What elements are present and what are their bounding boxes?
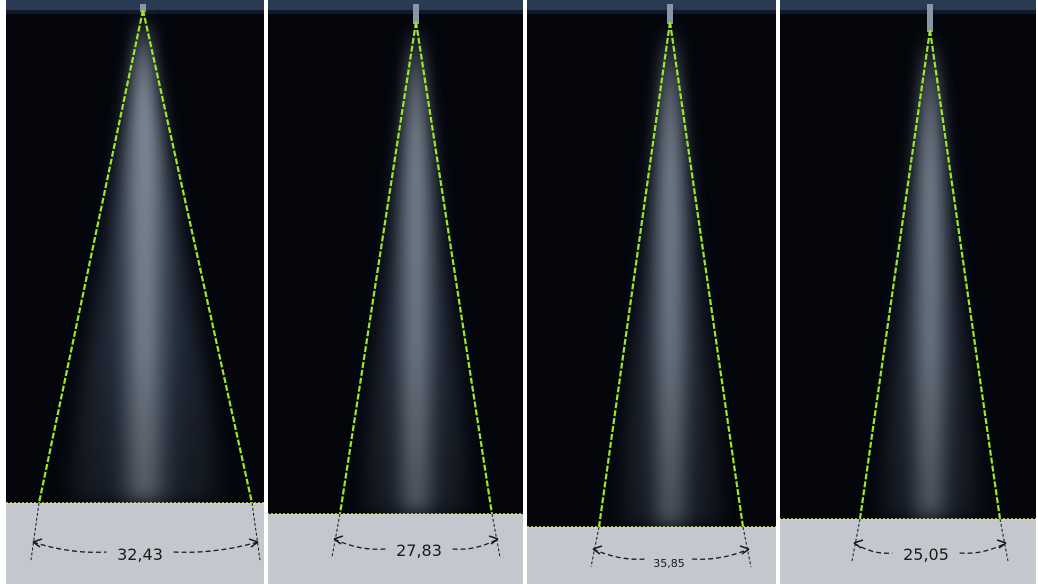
dimension-arc-right [173,541,259,553]
dimension-extension-right [999,518,1009,562]
spray-panel-c: 35,85 [527,0,776,584]
arrowhead-right [739,545,750,555]
nozzle-mount-strip [6,0,264,10]
dimension-arc-right [692,548,750,560]
dimension-arc-left [32,541,107,553]
dimension-extension-right [251,502,261,561]
dimension-arc-left [592,548,646,560]
cone-line-left [597,21,672,528]
cone-line-left [37,9,145,504]
nozzle-tip [667,4,673,24]
cone-line-right [141,9,254,504]
dimension-extension-left [30,502,40,561]
dimension-extension-left [331,513,341,558]
arrowhead-left [592,545,603,555]
spray-panel-d: 25,05 [779,0,1036,584]
nozzle-mount-strip [779,0,1036,10]
floor-plate [267,514,523,584]
cone-line-right [668,21,745,528]
nozzle-mount-strip [527,0,776,10]
dimension-arc-left [333,538,386,550]
spray-panel-a: 32,43 [6,0,264,584]
spray-panel-b: 27,83 [267,0,523,584]
dimension-extension-left [590,526,600,568]
arrowhead-right [996,539,1007,549]
nozzle-tip [140,4,146,12]
arrowhead-left [32,538,43,548]
angle-label: 35,85 [653,557,685,570]
dimension-extension-right [742,526,752,568]
floor-plate [6,503,264,584]
arrowhead-left [853,539,864,549]
angle-label: 32,43 [117,545,163,564]
dimension-extension-left [851,518,861,562]
panel-separator [264,0,268,584]
dimension-extension-right [491,513,501,558]
cone-line-left [338,21,418,515]
floor-plate [779,519,1036,584]
panel-separator [776,0,780,584]
cone-line-right [928,29,1002,520]
nozzle-tip [927,4,933,32]
floor-plate [527,527,776,584]
arrowhead-left [333,535,344,545]
nozzle-tip [413,4,419,24]
nozzle-mount-strip [267,0,523,10]
arrowhead-right [488,535,499,545]
panel-separator [523,0,527,584]
arrowhead-right [248,538,259,548]
cone-line-left [858,29,932,520]
angle-label: 27,83 [396,541,442,560]
angle-label: 25,05 [903,545,949,564]
cone-line-right [414,21,494,515]
